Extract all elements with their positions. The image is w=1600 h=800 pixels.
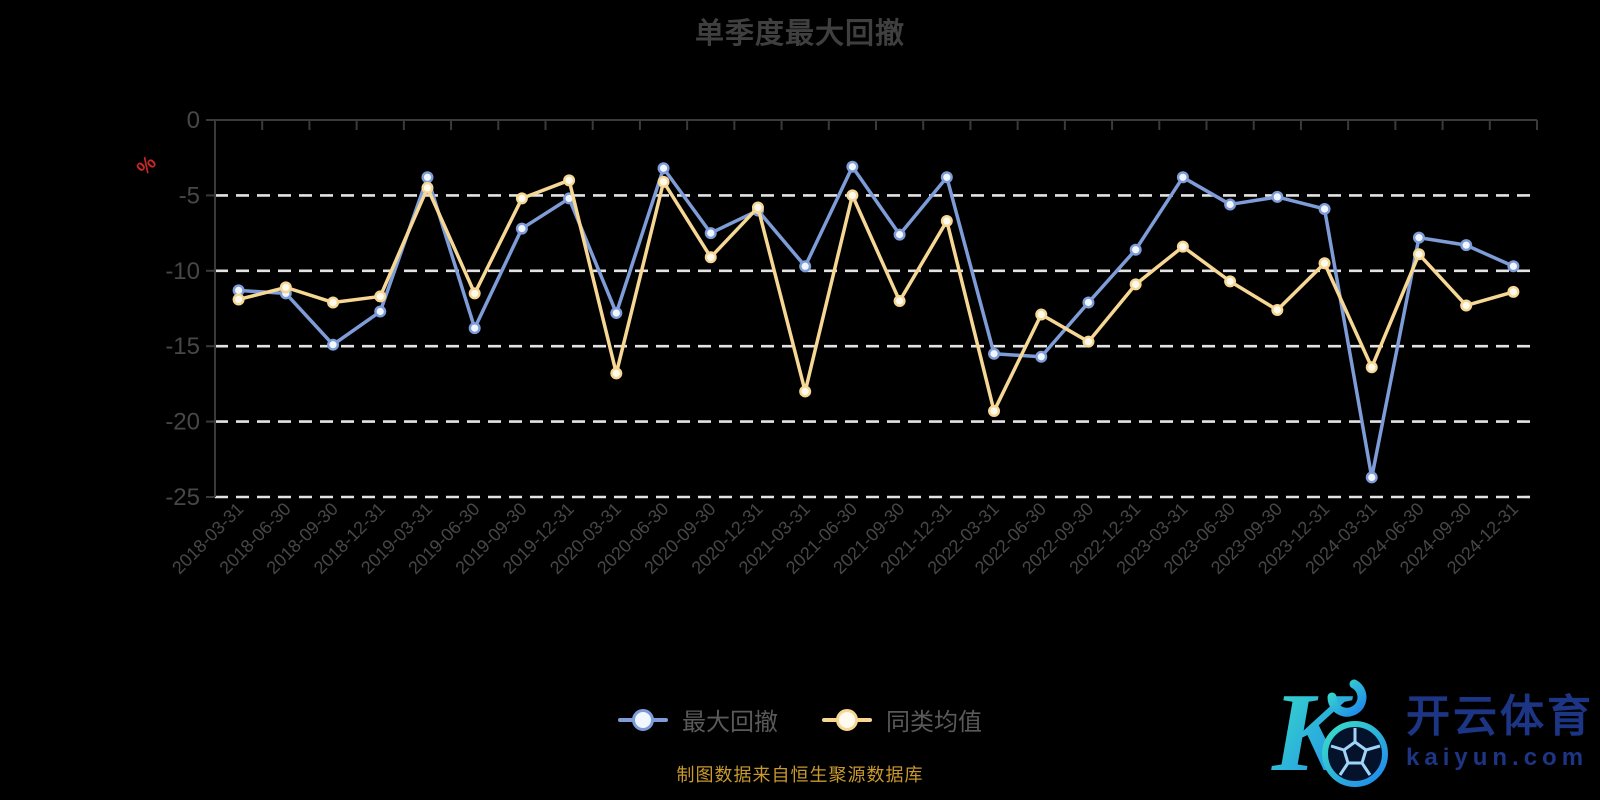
data-point xyxy=(563,174,576,187)
data-point xyxy=(421,181,434,194)
legend-marker-category-average-icon xyxy=(822,708,872,732)
data-point xyxy=(515,222,528,235)
legend-item-max-drawdown[interactable]: 最大回撤 xyxy=(618,702,778,737)
data-point xyxy=(610,367,623,380)
y-axis-tick-label: 0 xyxy=(187,107,200,134)
y-axis-tick-label: -10 xyxy=(165,258,200,285)
data-point xyxy=(1129,278,1142,291)
kaiyun-logo-icon: K xyxy=(1271,671,1388,794)
data-point xyxy=(1224,275,1237,288)
chart-legend: 最大回撤 同类均值 xyxy=(0,702,1600,737)
data-point xyxy=(1507,260,1520,273)
data-point xyxy=(846,160,859,173)
data-point xyxy=(279,281,292,294)
y-axis-tick-label: -15 xyxy=(165,333,200,360)
data-point xyxy=(940,171,953,184)
data-point xyxy=(515,192,528,205)
data-point xyxy=(893,294,906,307)
data-point xyxy=(327,296,340,309)
data-point xyxy=(232,293,245,306)
data-point xyxy=(1412,231,1425,244)
data-point xyxy=(1082,335,1095,348)
data-point xyxy=(657,175,670,188)
logo-swirl xyxy=(1327,679,1367,717)
data-point xyxy=(704,227,717,240)
data-point xyxy=(1271,304,1284,317)
y-axis-tick-label: -20 xyxy=(165,409,200,436)
kaiyun-watermark[interactable]: K 开云体育 kaiyun.com xyxy=(1270,670,1594,794)
series-line-1 xyxy=(236,178,1516,413)
legend-label-max-drawdown: 最大回撤 xyxy=(682,709,778,736)
data-point xyxy=(988,405,1001,418)
data-point xyxy=(1271,190,1284,203)
data-point xyxy=(893,228,906,241)
data-point xyxy=(1082,296,1095,309)
data-point xyxy=(610,307,623,320)
data-point xyxy=(468,322,481,335)
data-point xyxy=(799,385,812,398)
legend-label-category-average: 同类均值 xyxy=(886,709,982,736)
data-point xyxy=(374,290,387,303)
chart-title: 单季度最大回撤 xyxy=(694,18,905,50)
data-point xyxy=(1365,361,1378,374)
drawdown-line-chart: 0-5-10-15-20-252018-03-312018-06-302018-… xyxy=(133,107,1538,578)
data-point xyxy=(1460,239,1473,252)
data-point xyxy=(1460,299,1473,312)
data-point xyxy=(1129,243,1142,256)
data-point xyxy=(1224,198,1237,211)
data-source-note: 制图数据来自恒生聚源数据库 xyxy=(676,765,924,785)
data-point xyxy=(1035,308,1048,321)
data-point xyxy=(799,260,812,273)
data-point xyxy=(657,162,670,175)
data-point xyxy=(1176,240,1189,253)
y-axis-unit-label: % xyxy=(133,152,161,180)
series-line-0 xyxy=(236,164,1516,480)
data-point xyxy=(846,189,859,202)
data-point xyxy=(421,171,434,184)
data-point xyxy=(1318,202,1331,215)
data-point xyxy=(1365,471,1378,484)
data-point xyxy=(940,215,953,228)
legend-marker-max-drawdown-icon xyxy=(618,708,668,732)
y-axis-tick-label: -25 xyxy=(165,484,200,511)
watermark-domain-text: kaiyun.com xyxy=(1406,743,1589,771)
data-point xyxy=(1318,257,1331,270)
data-point xyxy=(1507,285,1520,298)
y-axis-tick-label: -5 xyxy=(179,182,200,209)
soccer-ball-icon xyxy=(1322,721,1388,787)
data-point xyxy=(1035,350,1048,363)
legend-item-category-average[interactable]: 同类均值 xyxy=(822,702,982,737)
data-point xyxy=(374,305,387,318)
data-point xyxy=(751,201,764,214)
data-point xyxy=(988,347,1001,360)
data-point xyxy=(327,338,340,351)
data-point xyxy=(704,251,717,264)
data-point xyxy=(468,287,481,300)
data-point xyxy=(1176,171,1189,184)
data-point xyxy=(1412,248,1425,261)
watermark-brand-text: 开云体育 xyxy=(1406,692,1594,742)
